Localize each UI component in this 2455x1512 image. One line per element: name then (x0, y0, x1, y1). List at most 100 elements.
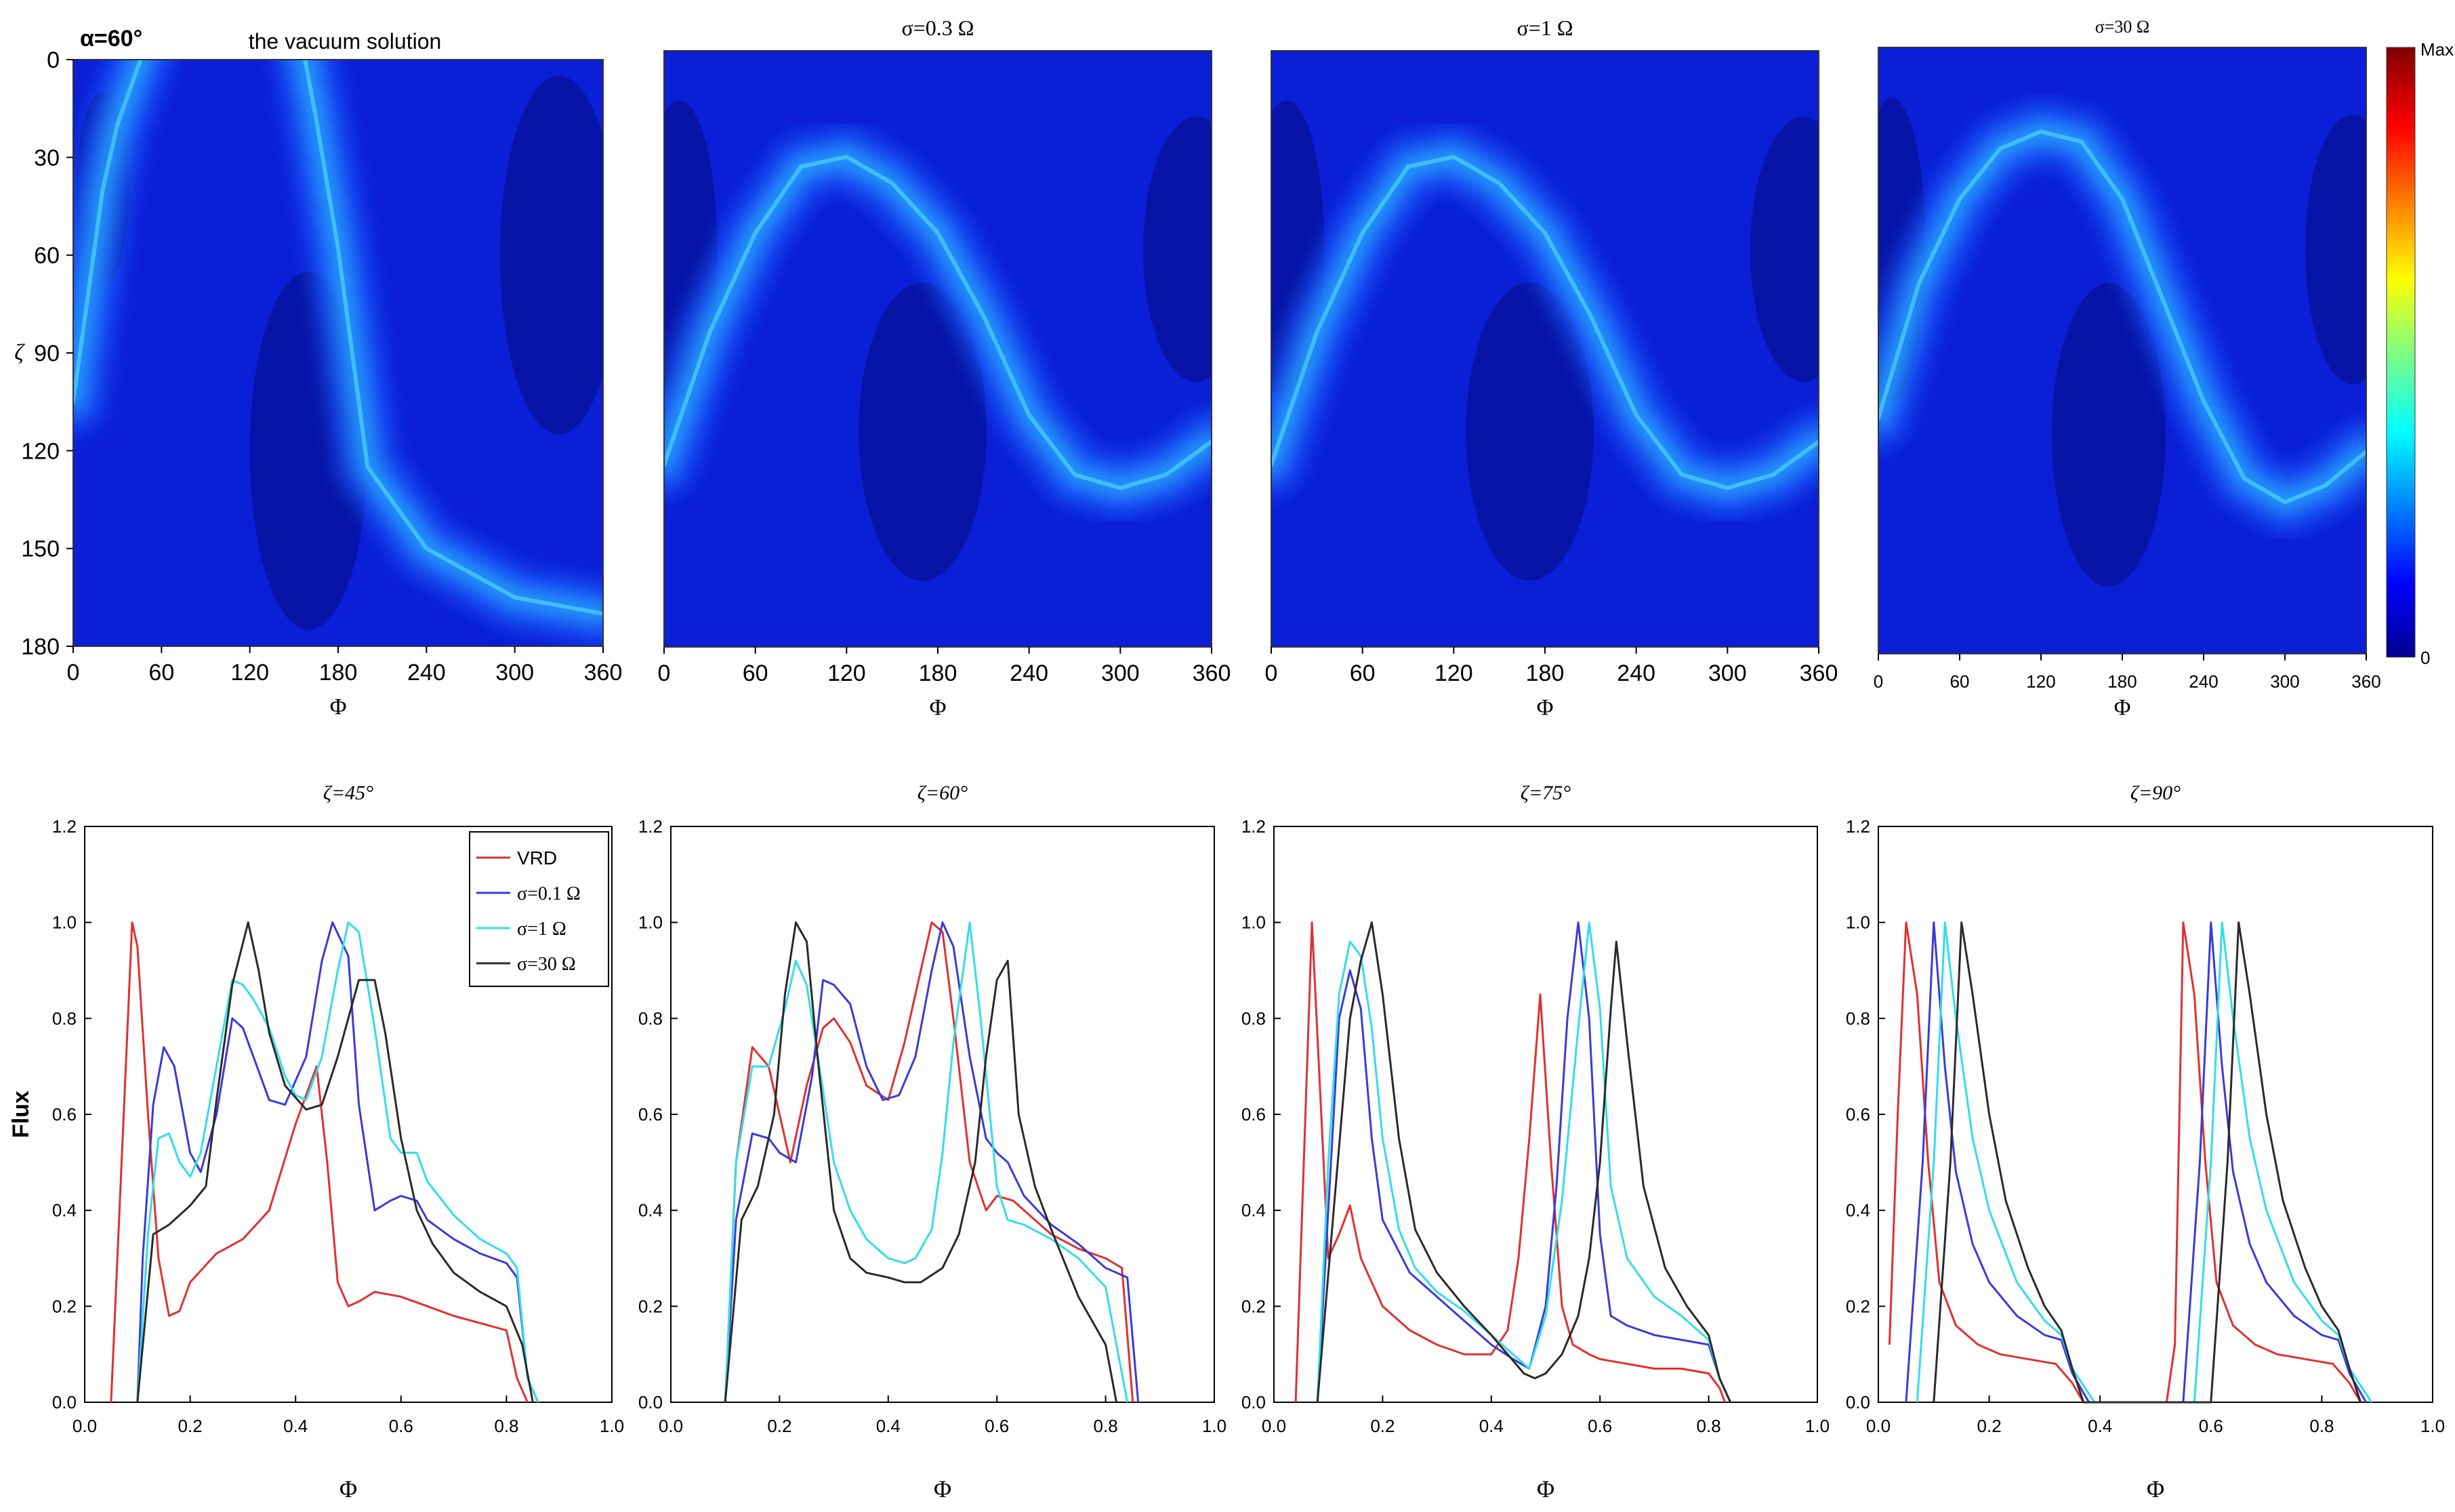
x-tick-label: 0.2 (178, 1416, 203, 1436)
x-tick-label: 360 (2351, 671, 2380, 692)
series-line-vrd (110, 921, 529, 1403)
y-tick-label: 0.6 (1846, 1104, 1870, 1125)
heatmap-field (664, 100, 1212, 581)
x-tick-label: 0.8 (1697, 1416, 1721, 1436)
x-axis-label: Φ (2114, 695, 2131, 720)
shadow-region (2305, 114, 2366, 385)
y-tick-label: 0.6 (1241, 1104, 1266, 1125)
line-plot-panel-3: 0.0 0.2 0.4 0.6 0.8 1.0 0.0 0.2 0.4 0.6 0.8 1.0 1.2 Φ… (1241, 782, 1830, 1503)
x-tick-label: 0.6 (2199, 1416, 2223, 1436)
y-tick-label: 60 (34, 243, 60, 269)
heatmap-row: 0 60 120 180 240 300 360 Φ 0 30 60 90 120 150 180 ζ α=60… (14, 16, 2381, 720)
panel-title: ζ=90° (2130, 782, 2181, 804)
x-tick-label: 120 (827, 660, 866, 686)
y-tick-label: 0.0 (1241, 1392, 1266, 1412)
x-tick-label: 360 (1800, 660, 1838, 686)
x-tick-label: 60 (1950, 671, 1970, 692)
y-axis-label: Flux (8, 1091, 34, 1138)
x-axis-label: Φ (339, 1475, 357, 1503)
y-tick-label: 0.8 (1846, 1008, 1870, 1028)
shadow-region (1466, 282, 1594, 581)
flux-band-ridge (73, 60, 603, 616)
line-plot-panel-2: 0.0 0.2 0.4 0.6 0.8 1.0 0.0 0.2 0.4 0.6 0.8 1.0 1.2 Φ… (638, 782, 1226, 1503)
series-line--30- (1316, 921, 1732, 1403)
y-tick-label: 1.0 (1241, 912, 1266, 933)
y-tick-label: 120 (21, 438, 60, 464)
colorbar: Max 0 (2386, 39, 2454, 668)
y-tick-label: 0.0 (52, 1392, 77, 1412)
x-tick-label: 240 (1617, 660, 1655, 686)
panel-title: the vacuum solution (249, 29, 442, 54)
y-tick-label: 30 (34, 145, 60, 171)
x-tick-label: 0.4 (2088, 1416, 2112, 1436)
shadow-region (499, 76, 603, 435)
shadow-region (2052, 283, 2166, 587)
x-axis-label: Φ (2147, 1475, 2164, 1503)
legend-label: σ=1 Ω (517, 919, 566, 940)
x-tick-label: 0.6 (389, 1416, 413, 1436)
x-axis-label: Φ (1537, 1475, 1554, 1503)
x-tick-label: 0.0 (1866, 1416, 1891, 1436)
x-tick-label: 180 (2107, 671, 2137, 692)
x-tick-label: 0.0 (1262, 1416, 1286, 1436)
y-tick-label: 0.4 (1846, 1200, 1870, 1221)
legend: VRD σ=0.1 Ω σ=1 Ω σ=30 Ω (469, 831, 609, 987)
y-tick-label: 1.0 (1846, 912, 1870, 933)
heatmap-field (1271, 100, 1819, 581)
y-tick-label: 1.2 (638, 816, 663, 837)
x-tick-label: 360 (1193, 660, 1231, 686)
x-tick-label: 0.0 (659, 1416, 683, 1436)
x-tick-label: 1.0 (2420, 1416, 2445, 1436)
heatmap-panel-3: 0 60 120 180 240 300 360 Φσ=1 Ω (1265, 16, 1838, 720)
y-axis-label: ζ (14, 340, 25, 365)
series-line--0.1- (136, 921, 539, 1403)
legend-label: σ=0.1 Ω (517, 883, 581, 904)
series-line--30- (136, 921, 534, 1403)
y-tick-label: 1.0 (638, 912, 663, 933)
y-tick-label: 150 (21, 537, 60, 562)
series-line--1- (136, 921, 539, 1403)
x-axis-label: Φ (330, 694, 347, 719)
series-line--30- (724, 921, 1118, 1403)
plot-frame (1878, 826, 2433, 1403)
x-tick-label: 300 (1101, 660, 1140, 686)
y-tick-label: 90 (34, 341, 60, 366)
x-tick-label: 0.2 (1977, 1416, 2002, 1436)
y-tick-label: 0.2 (1846, 1296, 1870, 1316)
shadow-region (859, 282, 987, 581)
x-tick-label: 300 (495, 660, 534, 686)
x-tick-label: 0.6 (1588, 1416, 1612, 1436)
series-line--1- (724, 921, 1129, 1403)
panel-title: ζ=60° (917, 782, 968, 804)
x-tick-label: 1.0 (1805, 1416, 1830, 1436)
y-tick-label: 0.2 (1241, 1296, 1266, 1316)
x-tick-label: 180 (319, 660, 358, 686)
line-plot-row: 0.0 0.2 0.4 0.6 0.8 1.0 0.0 0.2 0.4 0.6 0.8 1.0 1.2 Φ… (8, 782, 2445, 1503)
x-tick-label: 1.0 (600, 1416, 624, 1436)
x-tick-label: 180 (919, 660, 957, 686)
x-tick-label: 0.4 (283, 1416, 308, 1436)
series-line--0.1- (1316, 921, 1732, 1403)
x-tick-label: 0.6 (985, 1416, 1009, 1436)
y-tick-label: 0.6 (52, 1104, 77, 1125)
x-tick-label: 240 (2189, 671, 2218, 692)
x-tick-label: 1.0 (1202, 1416, 1226, 1436)
heatmap-field (1878, 98, 2366, 587)
colorbar-scale (2386, 47, 2416, 658)
x-tick-label: 0 (1874, 671, 1883, 692)
x-tick-label: 0.2 (1370, 1416, 1395, 1436)
y-tick-label: 0.4 (638, 1200, 663, 1221)
y-tick-label: 0.2 (52, 1296, 77, 1316)
x-tick-label: 120 (2026, 671, 2055, 692)
y-tick-label: 1.2 (1846, 816, 1870, 837)
flux-band-ridge (664, 154, 1212, 490)
y-tick-label: 0.4 (1241, 1200, 1266, 1221)
legend-label: σ=30 Ω (517, 954, 576, 975)
colorbar-min-label: 0 (2420, 648, 2430, 668)
y-tick-label: 1.2 (52, 816, 77, 837)
y-tick-label: 0.8 (52, 1008, 77, 1028)
series-line-vrd (1294, 921, 1727, 1403)
x-tick-label: 0 (658, 660, 671, 686)
heatmap-panel-2: 0 60 120 180 240 300 360 Φσ=0.3 Ω (658, 16, 1231, 720)
